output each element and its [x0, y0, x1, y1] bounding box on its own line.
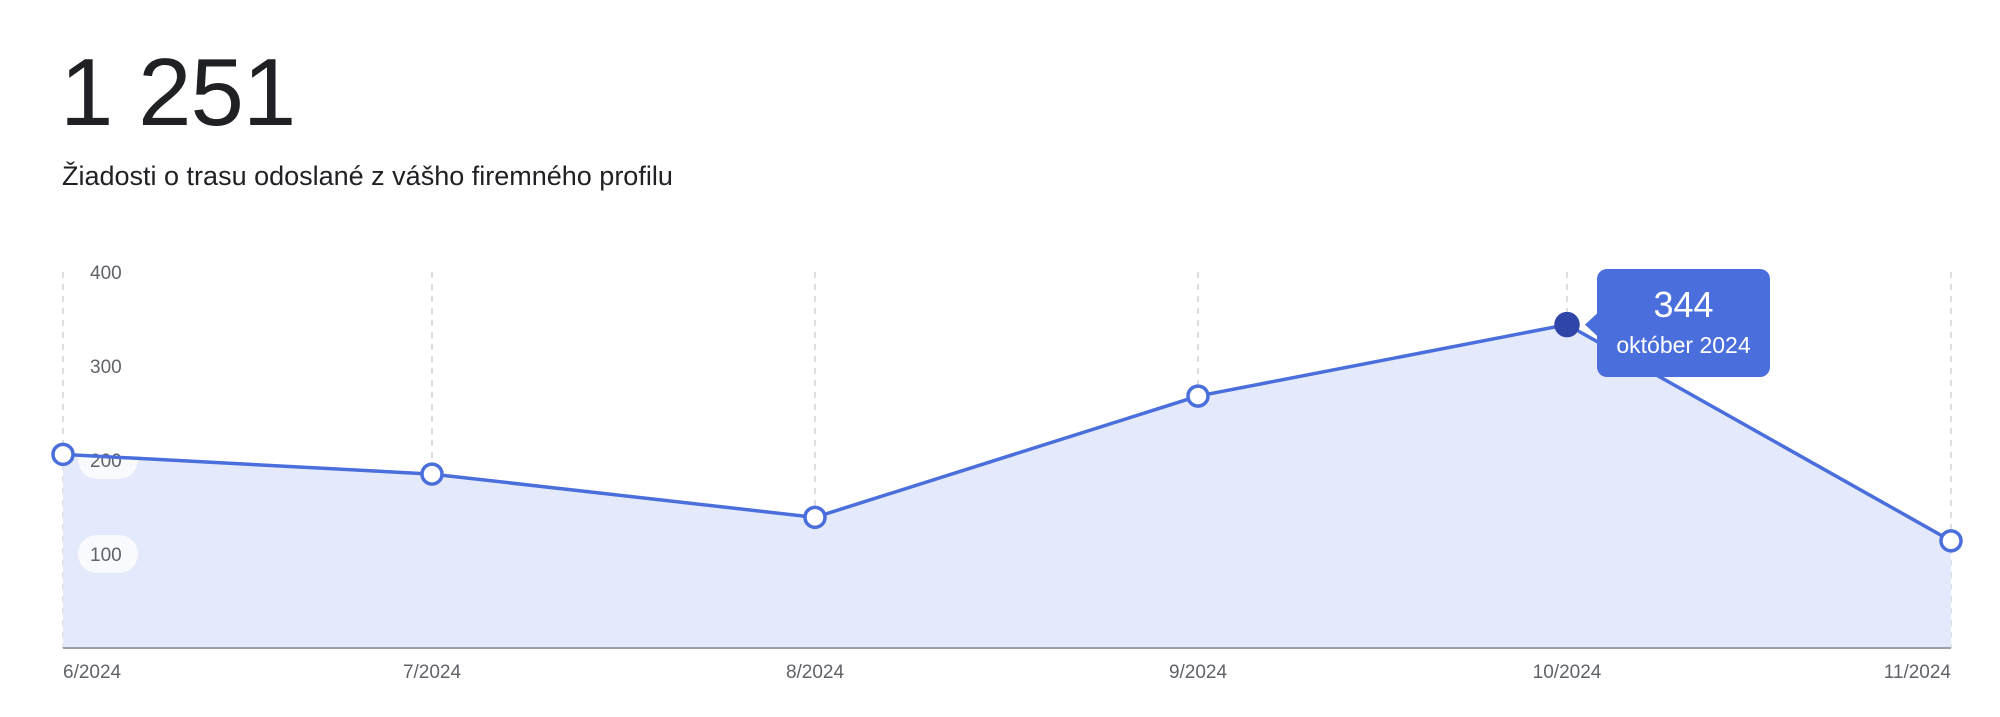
y-tick-label: 200	[90, 451, 122, 472]
y-tick-label: 100	[90, 545, 122, 566]
data-point-10/2024[interactable]	[1554, 311, 1580, 338]
x-tick-8/2024: 8/2024	[786, 662, 845, 683]
data-point-8/2024[interactable]	[803, 505, 827, 530]
y-tick-300: 300	[90, 357, 122, 378]
tooltip-background	[1597, 269, 1770, 377]
y-tick-100: 100	[78, 535, 138, 573]
y-tick-label: 300	[90, 357, 122, 378]
tooltip-label: október 2024	[1616, 332, 1750, 358]
total-value: 1 251	[60, 39, 296, 146]
data-point-9/2024[interactable]	[1186, 384, 1210, 408]
x-tick-9/2024: 9/2024	[1169, 662, 1228, 683]
y-tick-pill	[78, 441, 138, 479]
data-points	[51, 311, 1963, 553]
tooltip-pointer	[1585, 311, 1599, 338]
area-fill	[63, 324, 1951, 648]
tooltip-box: 344 október 2024	[1585, 269, 1770, 377]
x-axis: 6/2024 7/2024 8/2024 9/2024 10/2024 11/2024	[63, 647, 1952, 683]
tooltip: 344 október 2024	[1585, 269, 1770, 377]
data-point-6/2024[interactable]	[51, 442, 75, 467]
x-tick-11/2024: 11/2024	[1884, 662, 1952, 683]
area-fill-shape	[63, 324, 1951, 648]
y-tick-label: 400	[90, 263, 122, 284]
data-point-7/2024[interactable]	[420, 462, 444, 486]
data-point-11/2024[interactable]	[1939, 529, 1963, 553]
x-tick-10/2024: 10/2024	[1533, 662, 1602, 683]
y-tick-400: 400	[90, 263, 122, 284]
chart-subtitle: Žiadosti o trasu odoslané z vášho firemn…	[62, 161, 673, 191]
y-tick-200: 200	[78, 441, 138, 479]
y-axis-ticks: 100 200 300 400	[78, 263, 138, 573]
tooltip-value: 344	[1653, 284, 1713, 325]
x-tick-6/2024: 6/2024	[63, 662, 122, 683]
x-tick-7/2024: 7/2024	[403, 662, 462, 683]
y-tick-pill	[78, 535, 138, 573]
